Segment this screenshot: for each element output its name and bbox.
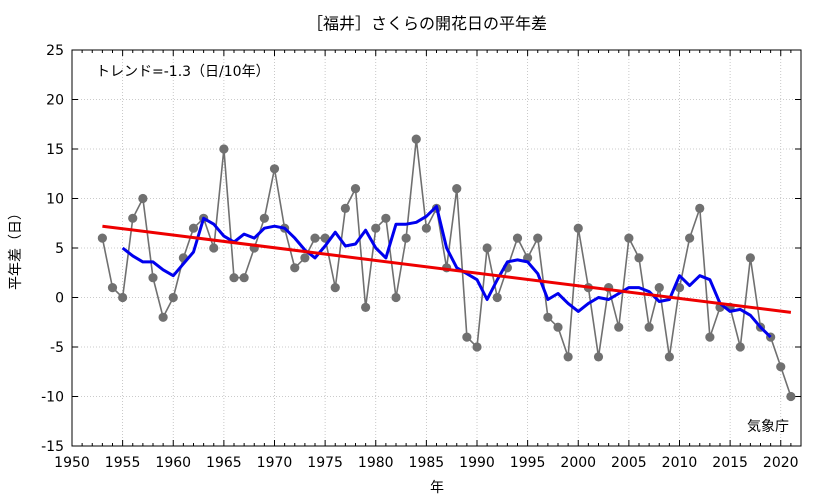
annual-point xyxy=(350,184,361,194)
annual-point xyxy=(300,253,310,263)
y-tick-label: -5 xyxy=(50,340,64,356)
annual-point xyxy=(664,352,674,362)
annual-point xyxy=(361,302,371,312)
annual-point xyxy=(512,233,523,243)
annual-point xyxy=(695,203,705,213)
annual-point xyxy=(290,263,300,273)
annual-point xyxy=(776,362,786,372)
x-tick-label: 1975 xyxy=(307,455,343,471)
x-tick-label: 2020 xyxy=(763,455,799,471)
annual-point xyxy=(735,342,745,352)
annual-point xyxy=(685,233,695,243)
annual-point xyxy=(634,253,644,263)
grid xyxy=(72,50,801,446)
annual-point xyxy=(745,253,755,263)
source-label: 気象庁 xyxy=(747,419,789,435)
y-tick-label: 25 xyxy=(46,43,64,59)
x-tick-label: 2010 xyxy=(662,455,698,471)
x-tick-label: 1970 xyxy=(257,455,293,471)
y-tick-label: -15 xyxy=(41,439,64,455)
annual-point xyxy=(371,223,381,233)
y-tick-label: 10 xyxy=(46,192,64,208)
x-tick-label: 1950 xyxy=(54,455,90,471)
annual-point xyxy=(310,233,320,243)
x-tick-label: 2015 xyxy=(712,455,748,471)
annual-point xyxy=(148,273,158,283)
plot-area xyxy=(71,49,802,447)
x-tick-label: 1985 xyxy=(409,455,445,471)
annual-point xyxy=(168,292,178,303)
x-tick-label: 1960 xyxy=(155,455,191,471)
annual-point xyxy=(269,164,280,174)
x-tick-label: 1955 xyxy=(105,455,141,471)
annual-point xyxy=(239,273,249,283)
y-axis: -15 -10 -5 0 5 10 15 20 25 xyxy=(41,43,801,455)
x-tick-label: 1980 xyxy=(358,455,394,471)
annual-point xyxy=(411,134,421,144)
x-tick-label: 1965 xyxy=(206,455,242,471)
x-tick-label: 2000 xyxy=(560,455,596,471)
annual-point xyxy=(118,292,128,303)
annual-point xyxy=(492,292,502,303)
annual-point xyxy=(563,352,573,362)
x-axis-label: 年 xyxy=(430,480,444,496)
annual-point xyxy=(472,342,482,352)
annual-point xyxy=(229,273,239,283)
annual-point xyxy=(259,213,269,223)
annual-point xyxy=(553,322,563,332)
y-tick-label: 0 xyxy=(55,291,64,307)
annual-point xyxy=(188,223,199,233)
annual-point xyxy=(330,283,340,293)
annual-point xyxy=(543,312,553,322)
chart-title: ［福井］さくらの開花日の平年差 xyxy=(307,14,547,33)
annual-point xyxy=(381,213,391,223)
annual-point xyxy=(624,233,634,243)
annual-point xyxy=(654,283,664,293)
annual-point xyxy=(593,352,604,362)
x-tick-label: 1990 xyxy=(459,455,495,471)
y-tick-label: 5 xyxy=(55,241,64,257)
annual-point xyxy=(462,332,472,342)
annual-point xyxy=(340,203,350,213)
annual-point xyxy=(614,322,624,332)
moving-average-line xyxy=(121,204,772,339)
annual-point xyxy=(482,243,492,253)
annual-point xyxy=(644,322,654,332)
annual-point xyxy=(138,193,148,204)
annual-point xyxy=(452,184,462,194)
annual-point xyxy=(97,233,107,243)
annual-point xyxy=(107,283,118,293)
y-tick-label: 20 xyxy=(46,93,64,109)
annual-point xyxy=(786,391,796,402)
annual-point xyxy=(533,233,543,243)
annual-point xyxy=(391,292,401,303)
trend-label: トレンド=-1.3（日/10年） xyxy=(96,64,270,80)
series-layer xyxy=(97,134,796,402)
x-axis: 1950 1955 1960 1965 1970 1975 1980 1985 1990 1995… xyxy=(54,50,799,471)
annual-point xyxy=(674,283,685,293)
annual-point xyxy=(421,223,431,233)
annual-point xyxy=(401,233,411,243)
y-tick-label: 15 xyxy=(46,142,64,158)
y-tick-label: -10 xyxy=(41,390,64,406)
annual-point xyxy=(158,312,168,322)
annual-point xyxy=(209,243,219,253)
x-tick-label: 1995 xyxy=(510,455,546,471)
annual-point xyxy=(705,332,715,342)
annual-point xyxy=(219,144,229,154)
trend-line xyxy=(102,224,792,314)
y-axis-label: 平年差（日） xyxy=(8,206,24,290)
annual-point xyxy=(128,213,138,223)
annual-point xyxy=(573,223,583,233)
x-tick-label: 2005 xyxy=(611,455,647,471)
